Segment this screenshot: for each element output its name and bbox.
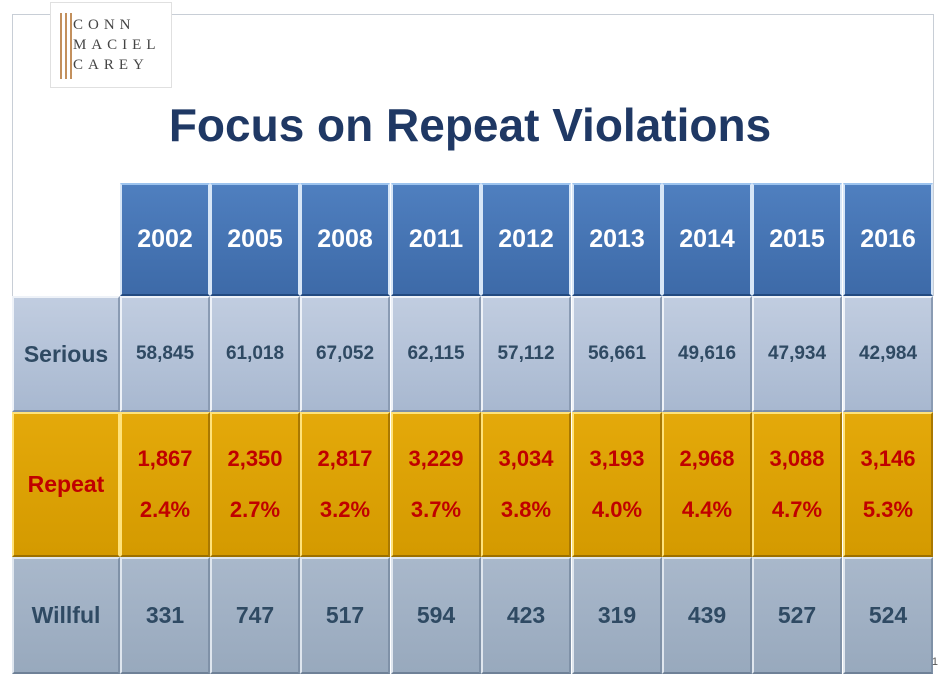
year-header-cell: 2005 <box>210 183 300 296</box>
repeat-value-cell: 3,034 3.8% <box>481 412 571 557</box>
year-header-cell: 2015 <box>752 183 842 296</box>
repeat-value-cell: 3,146 5.3% <box>843 412 933 557</box>
year-header-cell: 2008 <box>300 183 390 296</box>
year-header-cell: 2002 <box>120 183 210 296</box>
willful-value-cell: 423 <box>481 557 571 674</box>
company-logo: CONN MACIEL CAREY <box>50 2 172 88</box>
repeat-count: 3,229 <box>408 446 464 472</box>
repeat-percent: 5.3% <box>862 496 914 522</box>
willful-value-cell: 524 <box>843 557 933 674</box>
willful-value-cell: 594 <box>391 557 481 674</box>
year-header-cell: 2012 <box>481 183 571 296</box>
row-label-repeat: Repeat <box>12 412 120 557</box>
repeat-value-cell: 2,968 4.4% <box>662 412 752 557</box>
serious-value-cell: 42,984 <box>843 296 933 412</box>
year-header-cell: 2011 <box>391 183 481 296</box>
willful-value-cell: 319 <box>572 557 662 674</box>
serious-value-cell: 67,052 <box>300 296 390 412</box>
repeat-percent: 3.8% <box>500 496 552 522</box>
willful-value-cell: 331 <box>120 557 210 674</box>
slide-frame <box>12 14 934 296</box>
repeat-value-cell: 1,867 2.4% <box>120 412 210 557</box>
slide-title: Focus on Repeat Violations <box>168 99 772 151</box>
serious-value-cell: 49,616 <box>662 296 752 412</box>
repeat-value-cell: 2,817 3.2% <box>300 412 390 557</box>
repeat-value-cell: 2,350 2.7% <box>210 412 300 557</box>
repeat-count: 1,867 <box>137 446 193 472</box>
repeat-value-cell: 3,229 3.7% <box>391 412 481 557</box>
willful-value-cell: 517 <box>300 557 390 674</box>
willful-value-cell: 439 <box>662 557 752 674</box>
logo-text: CONN MACIEL CAREY <box>73 15 161 75</box>
repeat-percent: 2.4% <box>139 496 191 522</box>
serious-value-cell: 57,112 <box>481 296 571 412</box>
repeat-percent: 4.4% <box>681 496 733 522</box>
logo-line: CONN <box>73 17 136 33</box>
repeat-count: 2,968 <box>679 446 735 472</box>
page-number: 1 <box>931 656 938 668</box>
serious-value-cell: 58,845 <box>120 296 210 412</box>
serious-value-cell: 47,934 <box>752 296 842 412</box>
logo-line: MACIEL <box>73 37 161 53</box>
repeat-count: 3,034 <box>498 446 554 472</box>
year-header-cell: 2016 <box>843 183 933 296</box>
repeat-count: 2,350 <box>227 446 283 472</box>
logo-stripe <box>70 13 72 79</box>
serious-value-cell: 56,661 <box>572 296 662 412</box>
repeat-count: 3,193 <box>589 446 645 472</box>
repeat-value-cell: 3,193 4.0% <box>572 412 662 557</box>
row-label-willful: Willful <box>12 557 120 674</box>
repeat-count: 2,817 <box>317 446 373 472</box>
repeat-value-cell: 3,088 4.7% <box>752 412 842 557</box>
year-header-cell: 2014 <box>662 183 752 296</box>
logo-stripe <box>65 13 67 79</box>
repeat-percent: 4.0% <box>591 496 643 522</box>
willful-value-cell: 527 <box>752 557 842 674</box>
repeat-percent: 4.7% <box>771 496 823 522</box>
repeat-percent: 2.7% <box>229 496 281 522</box>
willful-value-cell: 747 <box>210 557 300 674</box>
repeat-percent: 3.2% <box>319 496 371 522</box>
repeat-count: 3,088 <box>769 446 825 472</box>
repeat-count: 3,146 <box>860 446 916 472</box>
year-header-cell: 2013 <box>572 183 662 296</box>
logo-line: CAREY <box>73 57 149 73</box>
repeat-percent: 3.7% <box>410 496 462 522</box>
serious-value-cell: 61,018 <box>210 296 300 412</box>
serious-value-cell: 62,115 <box>391 296 481 412</box>
logo-stripe <box>60 13 62 79</box>
row-label-serious: Serious <box>12 296 120 412</box>
